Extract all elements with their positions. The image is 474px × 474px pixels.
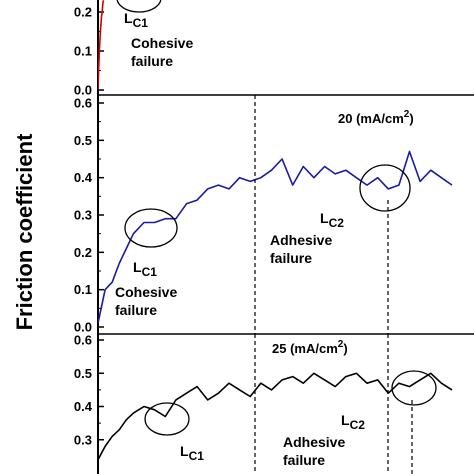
current-density-text: 20 (mA/cm <box>338 111 404 126</box>
panel-bottom: 0.30.40.50.625 (mA/cm2)LC1Adhesivefailur… <box>74 333 453 474</box>
failure-mode-label: Adhesive <box>270 232 332 248</box>
critical-load-label-c1: LC1 <box>133 259 157 279</box>
current-density-text: 25 (mA/cm <box>272 341 338 356</box>
critical-load-label-c2: LC2 <box>320 210 344 230</box>
y-tick-label: 0.4 <box>74 170 93 185</box>
failure-mode-label: failure <box>115 302 157 318</box>
failure-mode-label: Cohesive <box>115 284 177 300</box>
critical-load-label-c1: LC1 <box>124 10 148 30</box>
y-tick-label: 0.6 <box>74 333 92 348</box>
y-tick-label: 0.2 <box>74 245 92 260</box>
chart-panels: 0.00.10.2 LC1Cohesivefailure0.00.10.20.30… <box>74 0 474 474</box>
critical-load-circle <box>391 370 437 406</box>
current-density-sup: 2 <box>338 339 344 350</box>
y-tick-label: 0.1 <box>74 282 92 297</box>
failure-mode-label: Cohesive <box>131 35 193 51</box>
critical-load-letter: L <box>341 412 350 428</box>
y-tick-label: 0.5 <box>74 366 92 381</box>
y-tick-label: 0.5 <box>74 133 92 148</box>
current-density-label: 20 (mA/cm2) <box>338 109 414 126</box>
critical-load-label-c1: LC1 <box>180 443 204 463</box>
y-tick-label: 0.0 <box>74 83 92 98</box>
y-tick-label: 0.4 <box>74 399 93 414</box>
current-density-sup: 2 <box>404 109 410 120</box>
y-tick-label: 0.0 <box>74 320 92 335</box>
friction-series-line <box>98 0 105 91</box>
critical-load-circle <box>359 164 411 212</box>
friction-series-line <box>98 150 453 324</box>
failure-mode-label: failure <box>131 53 173 69</box>
critical-load-letter: L <box>320 210 329 226</box>
critical-load-letter: L <box>180 443 189 459</box>
y-tick-label: 0.2 <box>74 5 92 20</box>
failure-mode-label: Adhesive <box>283 434 345 450</box>
y-tick-label: 0.6 <box>74 96 92 111</box>
y-tick-label: 0.3 <box>74 208 92 223</box>
critical-load-label-c2: LC2 <box>341 412 365 432</box>
critical-load-circle <box>116 0 162 13</box>
failure-mode-label: failure <box>270 250 312 266</box>
critical-load-circle <box>124 208 178 248</box>
critical-load-sub: C2 <box>329 216 345 230</box>
current-density-close: ) <box>343 341 347 356</box>
critical-load-sub: C1 <box>133 16 149 30</box>
y-tick-label: 0.3 <box>74 432 92 447</box>
critical-load-sub: C2 <box>350 418 366 432</box>
y-tick-label: 0.1 <box>74 44 92 59</box>
critical-load-sub: C1 <box>142 265 158 279</box>
panel-middle: 0.00.10.20.30.40.50.620 (mA/cm2)LC1Cohes… <box>74 95 474 335</box>
critical-load-sub: C1 <box>189 449 205 463</box>
panel-top: 0.0 0.1 0.2 LC1 Cohesive failure <box>74 0 474 98</box>
friction-series-line <box>98 372 453 461</box>
failure-mode-label: failure <box>283 452 325 468</box>
y-axis-label: Friction coefficient <box>12 133 37 330</box>
current-density-label: 25 (mA/cm2) <box>272 339 348 356</box>
critical-load-circle <box>144 402 190 436</box>
critical-load-letter: L <box>133 259 142 275</box>
critical-load-letter: L <box>124 10 133 26</box>
current-density-close: ) <box>409 111 413 126</box>
